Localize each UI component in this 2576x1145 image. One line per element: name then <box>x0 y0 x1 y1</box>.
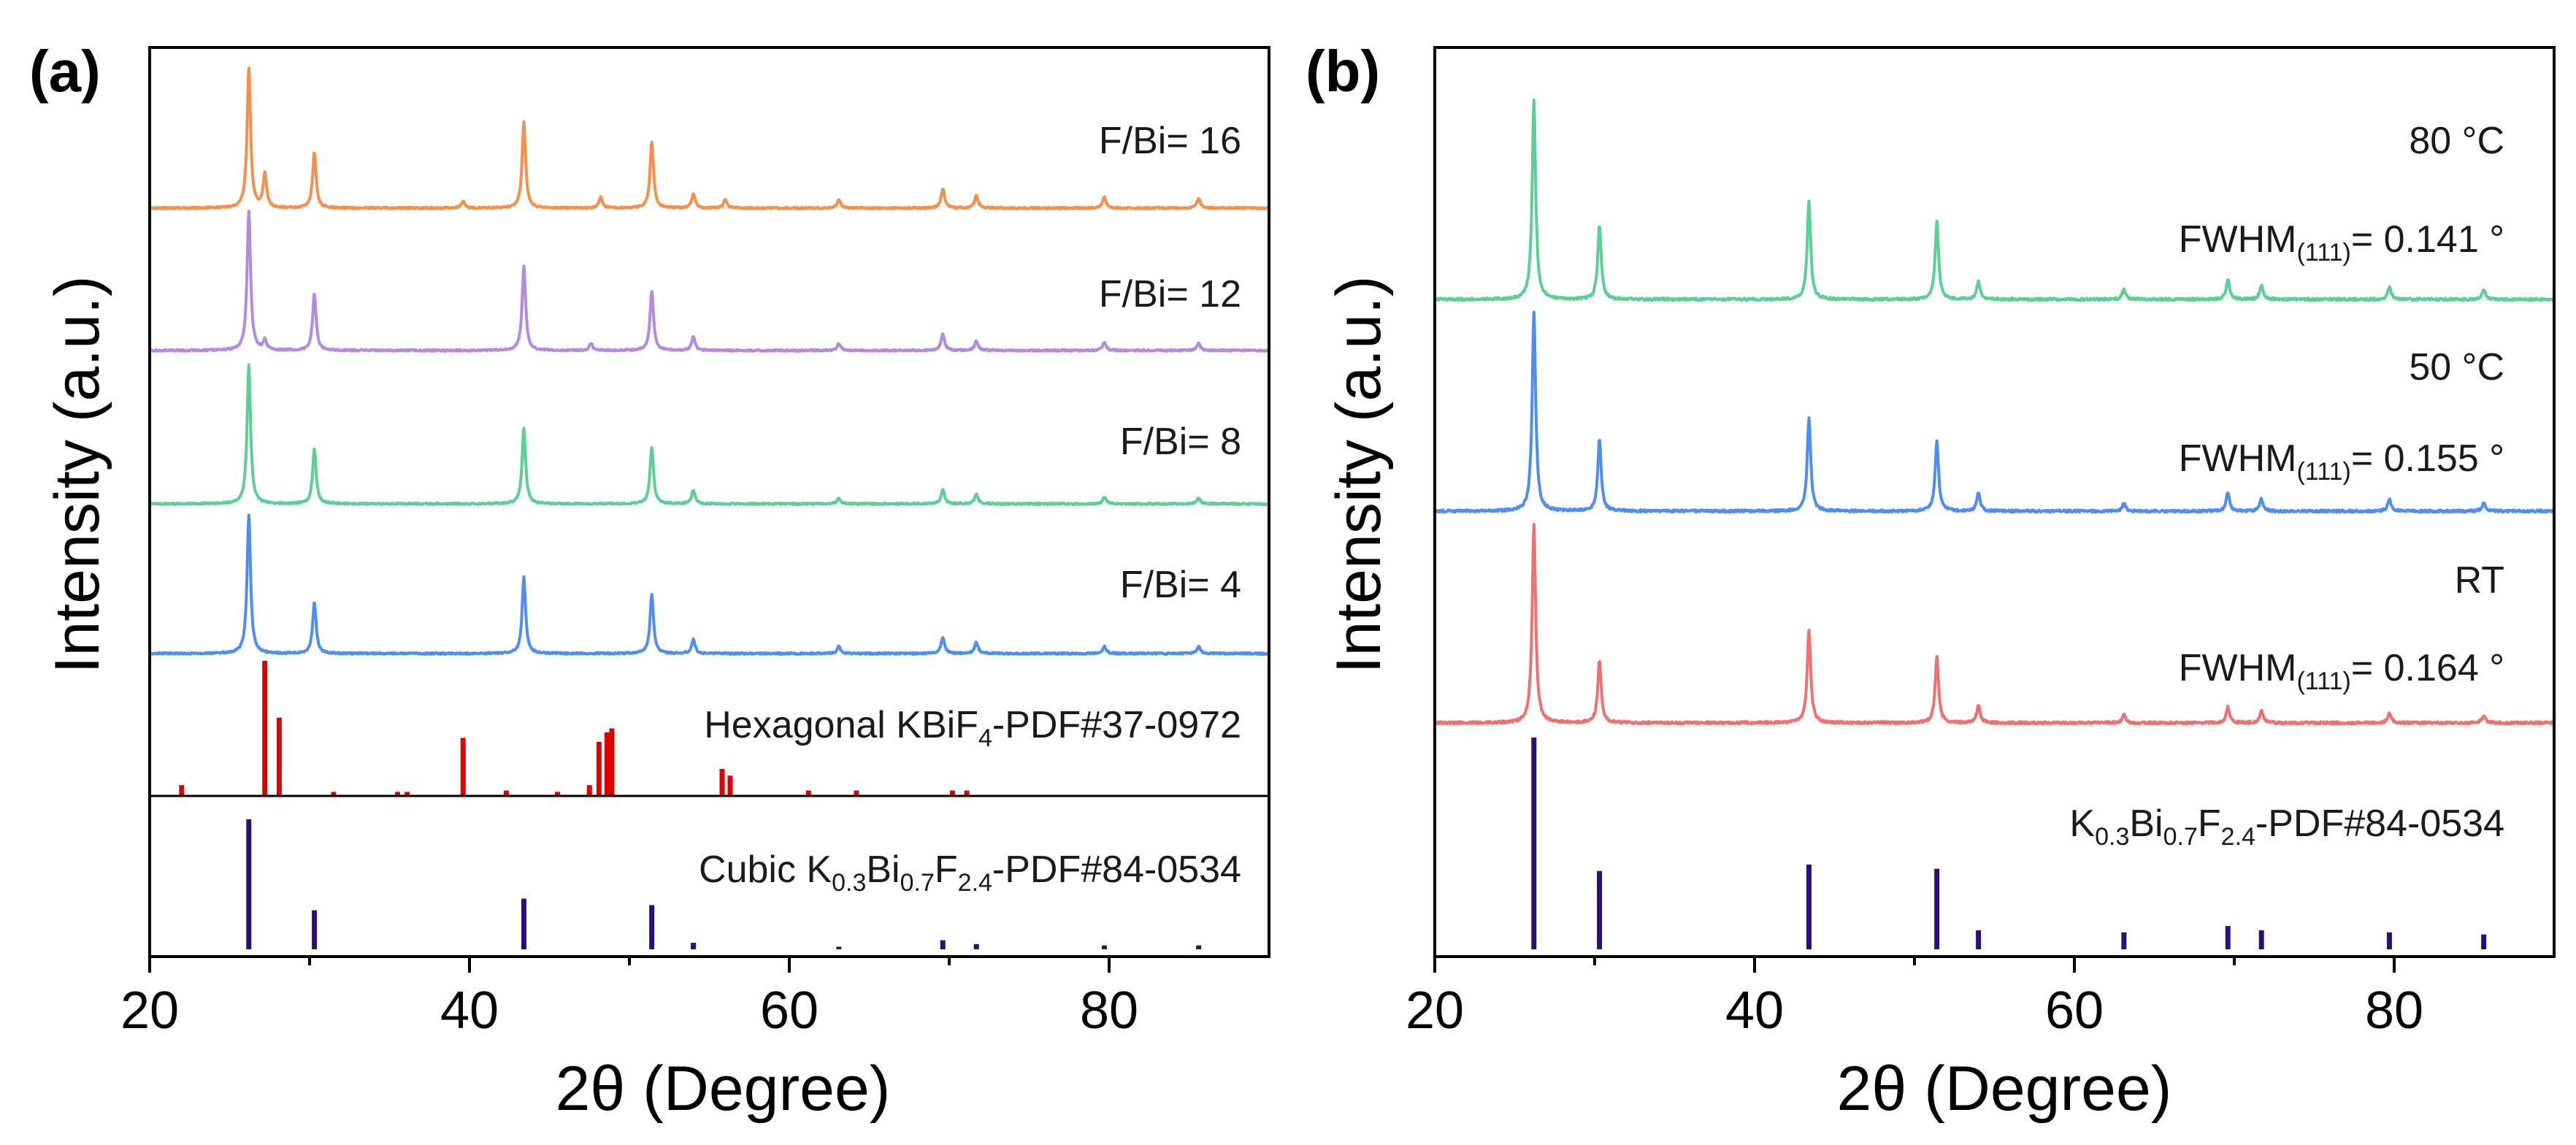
fwhm-80c-sub: (111) <box>2296 239 2350 267</box>
fwhm-rt-main: FWHM <box>2179 647 2297 689</box>
series-label-fbi-16: F/Bi= 16 <box>1099 120 1241 162</box>
panel-b-traces <box>1433 99 2556 726</box>
series-label-fbi-4: F/Bi= 4 <box>1120 564 1241 606</box>
ref-label-hexagonal: Hexagonal KBiF4-PDF#37-0972 <box>704 704 1241 752</box>
ref-label-b-bi: Bi <box>2129 803 2163 845</box>
ref-label-hexagonal-main: Hexagonal KBiF <box>704 704 978 746</box>
trace-50-c <box>1433 310 2556 514</box>
ref-label-cubic-prefix: Cubic K <box>699 849 832 891</box>
x-tick-label-60: 60 <box>760 981 819 1040</box>
series-label-rt: RT <box>2455 559 2504 602</box>
x-tick-label-80: 80 <box>2365 981 2423 1040</box>
ref-label-b-tail: -PDF#84-0534 <box>2255 803 2504 845</box>
ref-label-b-cubic: K0.3Bi0.7F2.4-PDF#84-0534 <box>2069 803 2504 851</box>
fwhm-label-50c: FWHM(111)= 0.155 ° <box>2179 437 2504 486</box>
fwhm-50c-value: = 0.155 ° <box>2351 437 2504 480</box>
panel-a-frame <box>148 46 1270 958</box>
ref-label-cubic-tail: -PDF#84-0534 <box>992 849 1241 891</box>
x-tick-label-40: 40 <box>440 981 499 1040</box>
ref-label-cubic-bi: Bi <box>866 849 900 891</box>
panel-b: (b) Intensity (a.u.) 2θ (Degree) 20 40 60 8… <box>1306 39 2556 1124</box>
panel-a-traces <box>148 66 1270 656</box>
fwhm-50c-main: FWHM <box>2179 437 2297 480</box>
panel-b-x-axis: 20 40 60 80 <box>1406 957 2423 1040</box>
panel-a-x-axis-title: 2θ (Degree) <box>556 1054 891 1124</box>
series-label-50c: 50 °C <box>2409 346 2504 388</box>
trace-f-bi-8 <box>148 363 1270 507</box>
x-tick-label-20: 20 <box>120 981 179 1040</box>
fwhm-label-80c: FWHM(111)= 0.141 ° <box>2179 218 2504 267</box>
series-label-fbi-12: F/Bi= 12 <box>1099 273 1241 315</box>
ref-label-b-f: F <box>2198 803 2221 845</box>
x-tick-label-20: 20 <box>1406 981 1464 1040</box>
ref-label-cubic-k-sub: 0.3 <box>832 869 866 897</box>
fwhm-80c-main: FWHM <box>2179 218 2297 261</box>
x-tick-label-60: 60 <box>2045 981 2104 1040</box>
panel-b-reference-sticks <box>1531 738 2487 949</box>
trace-f-bi-4 <box>148 513 1270 656</box>
panel-a-y-axis-title: Intensity (a.u.) <box>42 276 112 674</box>
ref-label-cubic-bi-sub: 0.7 <box>900 869 935 897</box>
series-label-fbi-8: F/Bi= 8 <box>1120 421 1241 463</box>
ref-label-hexagonal-tail: -PDF#37-0972 <box>992 704 1241 746</box>
panel-a-label: (a) <box>29 39 101 104</box>
ref-label-b-prefix: K <box>2069 803 2095 845</box>
ref-label-b-k-sub: 0.3 <box>2095 823 2129 851</box>
fwhm-rt-value: = 0.164 ° <box>2351 647 2504 689</box>
ref-label-hexagonal-sub: 4 <box>978 724 992 752</box>
panel-b-y-axis-title: Intensity (a.u.) <box>1324 276 1394 674</box>
fwhm-rt-sub: (111) <box>2296 667 2350 695</box>
panel-a-x-axis: 20 40 60 80 <box>120 957 1138 1040</box>
ref-label-cubic-f-sub: 2.4 <box>958 869 992 897</box>
x-tick-label-80: 80 <box>1080 981 1138 1040</box>
ref-label-b-f-sub: 2.4 <box>2221 823 2255 851</box>
series-label-80c: 80 °C <box>2409 120 2504 162</box>
ref-label-cubic: Cubic K0.3Bi0.7F2.4-PDF#84-0534 <box>699 849 1241 897</box>
panel-b-frame <box>1433 46 2556 958</box>
trace-80-c <box>1433 99 2556 302</box>
trace-f-bi-12 <box>148 210 1270 353</box>
panel-b-label: (b) <box>1306 39 1380 104</box>
fwhm-50c-sub: (111) <box>2296 458 2350 486</box>
x-tick-label-40: 40 <box>1725 981 1784 1040</box>
fwhm-label-rt: FWHM(111)= 0.164 ° <box>2179 647 2504 695</box>
trace-rt <box>1433 523 2556 726</box>
panel-a: (a) Intensity (a.u.) 2θ (Degree) 20 40 60 8… <box>29 39 1270 1124</box>
panel-b-x-axis-title: 2θ (Degree) <box>1837 1054 2172 1124</box>
trace-f-bi-16 <box>148 66 1270 211</box>
ref-label-cubic-f: F <box>935 849 958 891</box>
fwhm-80c-value: = 0.141 ° <box>2351 218 2504 261</box>
ref-label-b-bi-sub: 0.7 <box>2163 823 2198 851</box>
